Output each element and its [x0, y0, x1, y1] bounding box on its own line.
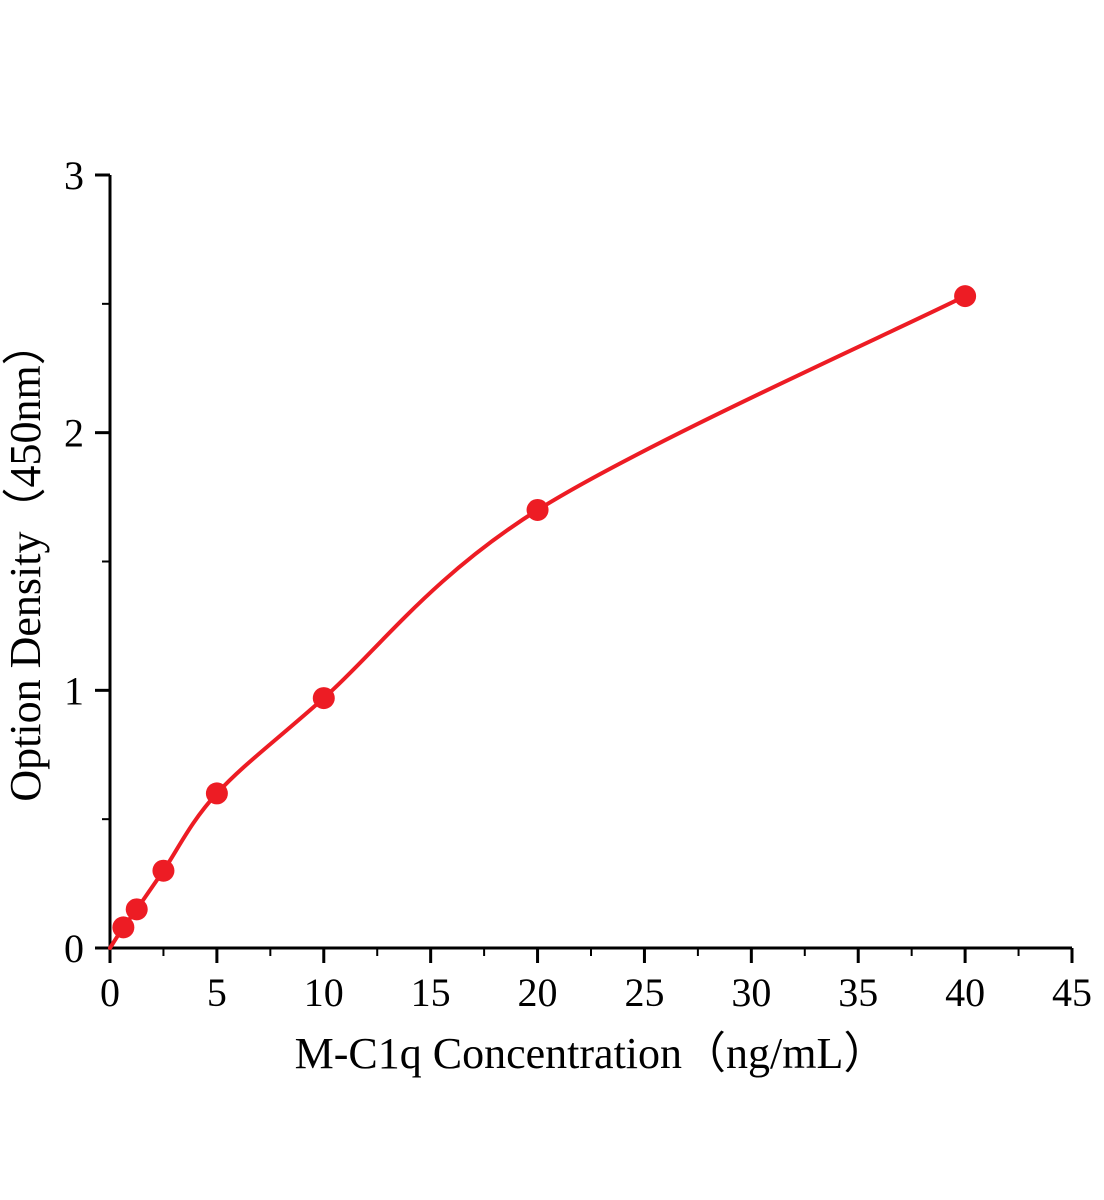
- x-tick-label: 25: [624, 970, 664, 1015]
- x-tick-label: 30: [731, 970, 771, 1015]
- x-tick-label: 0: [100, 970, 120, 1015]
- y-tick-label: 1: [64, 668, 84, 713]
- data-point: [312, 687, 335, 710]
- data-point: [205, 782, 228, 805]
- x-tick-label: 15: [411, 970, 451, 1015]
- x-tick-label: 45: [1052, 970, 1092, 1015]
- data-point: [125, 898, 148, 921]
- data-point: [112, 916, 135, 939]
- y-tick-label: 3: [64, 153, 84, 198]
- x-tick-label: 10: [304, 970, 344, 1015]
- fit-curve: [108, 294, 968, 950]
- data-point: [526, 498, 549, 521]
- y-axis-title: Option Density（450nm）: [1, 321, 50, 801]
- x-tick-label: 35: [838, 970, 878, 1015]
- data-point: [954, 285, 977, 308]
- y-tick-label: 2: [64, 411, 84, 456]
- x-axis-title: M-C1q Concentration（ng/mL）: [295, 1029, 888, 1078]
- y-tick-label: 0: [64, 926, 84, 971]
- data-point: [152, 859, 175, 882]
- x-tick-label: 40: [945, 970, 985, 1015]
- x-tick-label: 5: [207, 970, 227, 1015]
- x-tick-label: 20: [518, 970, 558, 1015]
